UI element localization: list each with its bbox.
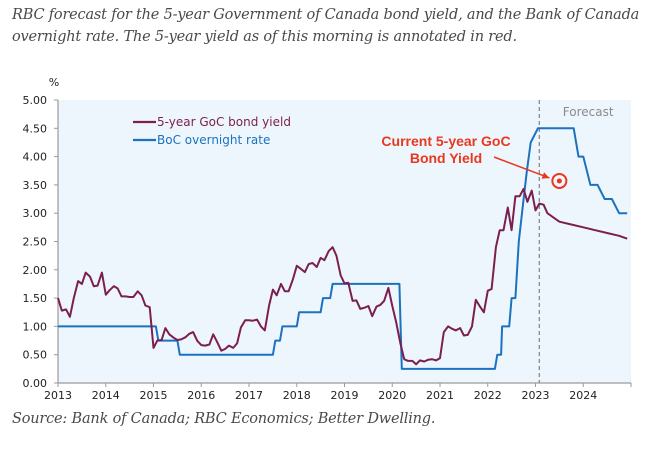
- y-tick-label: 2.50: [23, 236, 48, 249]
- x-tick-label: 2020: [378, 389, 406, 402]
- x-tick-label: 2021: [426, 389, 454, 402]
- y-tick-label: 5.00: [23, 94, 48, 107]
- y-tick-label: 3.50: [23, 179, 48, 192]
- y-tick-label: 1.00: [23, 320, 48, 333]
- legend-label-bond: 5-year GoC bond yield: [157, 115, 291, 129]
- x-tick-label: 2015: [140, 389, 168, 402]
- y-tick-label: 4.50: [23, 122, 48, 135]
- x-tick-label: 2013: [44, 389, 72, 402]
- source-note: Source: Bank of Canada; RBC Economics; B…: [12, 411, 436, 427]
- annotation-arrow: [493, 156, 550, 179]
- x-tick-label: 2017: [235, 389, 263, 402]
- plot-background: [58, 100, 631, 383]
- annotation: Current 5-year GoC Bond Yield: [381, 133, 568, 189]
- x-tick-label: 2024: [569, 389, 597, 402]
- legend: 5-year GoC bond yield BoC overnight rate: [133, 115, 291, 147]
- legend-label-overnight: BoC overnight rate: [157, 133, 270, 147]
- x-tick-label: 2014: [92, 389, 120, 402]
- annotation-arrowhead: [541, 172, 550, 179]
- y-tick-label: 3.00: [23, 207, 48, 220]
- y-tick-label: 1.50: [23, 292, 48, 305]
- x-tick-label: 2022: [474, 389, 502, 402]
- x-tick-label: 2018: [283, 389, 311, 402]
- y-tick-label: 0.50: [23, 349, 48, 362]
- current-yield-marker-dot: [556, 178, 562, 184]
- current-yield-marker-ring: [551, 172, 568, 189]
- y-tick-label: 4.00: [23, 151, 48, 164]
- y-tick-label: 2.00: [23, 264, 48, 277]
- x-tick-label: 2016: [187, 389, 215, 402]
- annotation-text-line-1: Current 5-year GoC: [381, 133, 510, 149]
- x-tick-label: 2019: [331, 389, 359, 402]
- chart-caption: RBC forecast for the 5-year Government o…: [12, 7, 640, 45]
- bond-yield-line: [57, 187, 628, 366]
- y-axis-unit-label: %: [49, 76, 59, 89]
- forecast-label: Forecast: [563, 105, 614, 119]
- y-tick-label: 0.00: [23, 377, 48, 390]
- x-tick-label: 2023: [522, 389, 550, 402]
- annotation-text-line-2: Bond Yield: [410, 150, 482, 166]
- x-axis: 2013 2014 2015 2016 2017 2018 2019 2020 2021 2022…: [44, 382, 632, 402]
- y-axis: 0.00 0.50 1.00 1.50 2.00 2.50 3.00 3.50 4.00 4.50…: [23, 94, 59, 390]
- series-group: [57, 127, 628, 370]
- overnight-rate-line: [58, 127, 628, 370]
